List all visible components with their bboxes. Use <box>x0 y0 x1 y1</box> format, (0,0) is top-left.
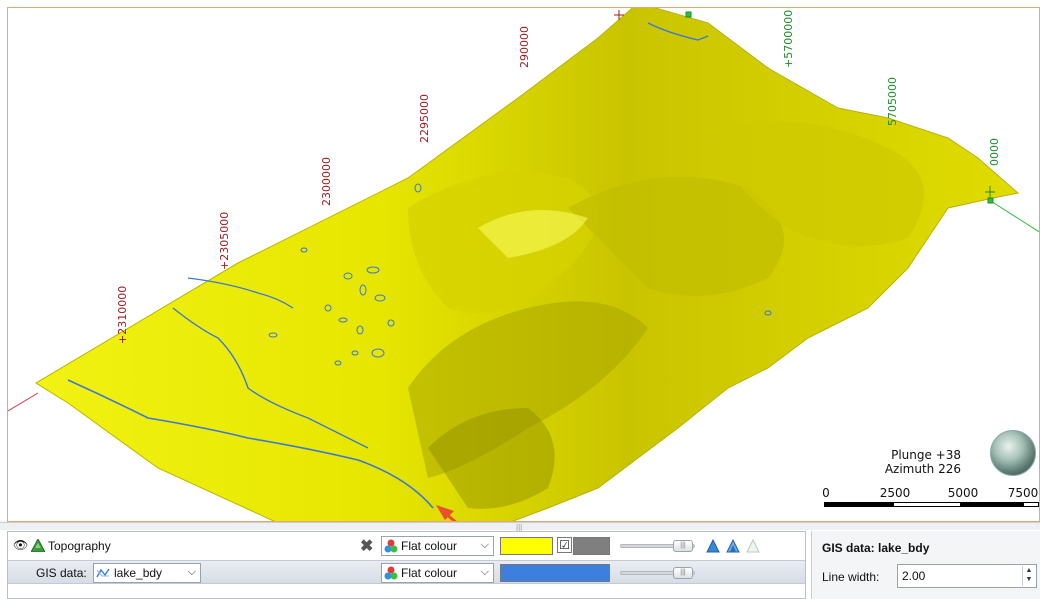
gis-colour-mode-value: Flat colour <box>401 566 458 580</box>
chevron-down-icon: ⌵ <box>480 566 489 578</box>
indicator-arrowhead <box>436 505 454 520</box>
colour-mode-value: Flat colour <box>401 539 458 553</box>
coord-label-x: 2300000 <box>320 157 333 206</box>
ridge-shadow-4 <box>708 121 924 246</box>
y-axis-line <box>985 197 1039 233</box>
coord-label-y: 0000 <box>988 138 1001 166</box>
scale-label: 0 <box>822 486 830 500</box>
line-width-label: Line width: <box>822 570 880 584</box>
x-axis-line <box>8 392 39 412</box>
coord-label-x: +2310000 <box>116 286 129 344</box>
opacity-slider[interactable] <box>620 544 695 548</box>
gis-colour-mode-select[interactable]: Flat colour ⌵ <box>381 563 494 583</box>
surface-colour-swatch[interactable] <box>500 537 553 555</box>
line-width-input[interactable]: 2.00 <box>897 564 1037 588</box>
azimuth-readout: Azimuth 226 <box>884 462 961 476</box>
view-sphere-icon[interactable] <box>990 430 1036 476</box>
ridge-shadow-2 <box>408 301 648 478</box>
scale-label: 2500 <box>879 486 911 500</box>
coord-label-x: 290000 <box>518 26 531 68</box>
topography-icon <box>31 539 45 552</box>
scale-segment <box>824 502 893 507</box>
lake-polygons <box>268 183 772 366</box>
coord-label-y: 5705000 <box>886 77 899 126</box>
coord-label-x: +2305000 <box>218 212 231 270</box>
chevron-down-icon: ⌵ <box>480 539 489 551</box>
plunge-readout: Plunge +38 <box>891 448 961 462</box>
chevron-down-icon: ⌵ <box>187 566 196 578</box>
scale-segment <box>893 502 961 507</box>
coord-ticks <box>614 10 624 20</box>
visibility-eye-icon[interactable]: 👁 <box>13 538 29 552</box>
panel-splitter[interactable]: ||| <box>0 522 1040 532</box>
splitter-grip-icon: ||| <box>516 523 523 532</box>
coord-ticks-green <box>685 11 995 204</box>
ridge-shadow-5 <box>428 408 555 509</box>
colour-palette-icon <box>384 566 398 580</box>
line-width-spinner[interactable]: ▲ ▼ <box>1022 566 1035 586</box>
gis-data-select[interactable]: lake_bdy ⌵ <box>93 563 201 583</box>
front-face-icon[interactable] <box>705 539 721 553</box>
coord-label-y: +5700000 <box>782 10 795 68</box>
gis-opacity-slider-thumb[interactable]: ||| <box>673 567 693 579</box>
spin-down-icon[interactable]: ▼ <box>1025 576 1033 583</box>
3d-scene-viewport[interactable]: +2310000 +2305000 2300000 2295000 290000… <box>7 7 1040 522</box>
gis-opacity-slider[interactable] <box>620 571 695 575</box>
gis-data-label: GIS data: <box>36 566 87 580</box>
show-edges-checkbox[interactable]: ☑ <box>557 537 572 553</box>
view-orientation-readout: Plunge +38 Azimuth 226 <box>885 448 961 476</box>
opacity-slider-thumb[interactable]: ||| <box>673 540 693 552</box>
layer-name-topography: Topography <box>48 539 111 553</box>
gis-data-value: lake_bdy <box>114 566 163 580</box>
spin-up-icon[interactable]: ▲ <box>1025 567 1033 574</box>
lake-boundary-line <box>187 277 294 309</box>
remove-layer-close-icon[interactable]: ✖ <box>360 538 374 555</box>
properties-title: GIS data: lake_bdy <box>822 541 930 555</box>
transparent-face-icon[interactable] <box>745 539 761 553</box>
edge-colour-swatch[interactable] <box>573 537 610 555</box>
gis-line-colour-swatch[interactable] <box>500 564 610 582</box>
ridge-shadow-3 <box>568 176 784 296</box>
terrain-render: +2310000 +2305000 2300000 2295000 290000… <box>8 8 1039 521</box>
scale-bar: 0 2500 5000 7500 <box>820 486 1039 516</box>
back-face-icon[interactable] <box>725 539 741 553</box>
properties-panel: GIS data: lake_bdy Line width: 2.00 ▲ ▼ <box>811 531 1040 599</box>
shown-objects-list: 👁 Topography ✖ Flat colour ⌵ ☑ ||| GIS d… <box>7 531 806 599</box>
coord-label-x: 2295000 <box>418 94 431 143</box>
scale-label: 5000 <box>947 486 979 500</box>
ridge-highlight <box>478 210 588 258</box>
lake-boundary-line <box>172 307 369 449</box>
scale-label: 7500 <box>1007 486 1039 500</box>
layer-row-topography[interactable]: 👁 Topography ✖ Flat colour ⌵ ☑ ||| <box>8 534 805 558</box>
colour-palette-icon <box>384 539 398 553</box>
gis-lines-icon <box>96 568 110 578</box>
layer-row-gis-data[interactable]: GIS data: lake_bdy ⌵ Flat colour ⌵ ||| <box>8 560 805 584</box>
lake-boundary-line <box>647 22 709 41</box>
colour-mode-select[interactable]: Flat colour ⌵ <box>381 536 494 556</box>
scale-segment <box>1023 502 1039 507</box>
lake-boundary-line <box>67 379 434 509</box>
scale-segment <box>961 502 1023 507</box>
